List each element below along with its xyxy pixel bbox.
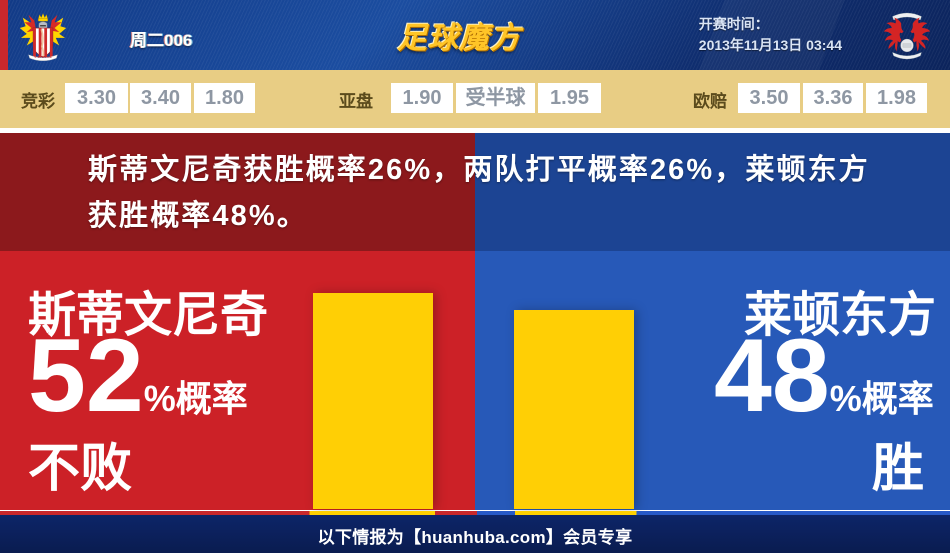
svg-text:STEVENAGE: STEVENAGE [34, 55, 52, 59]
